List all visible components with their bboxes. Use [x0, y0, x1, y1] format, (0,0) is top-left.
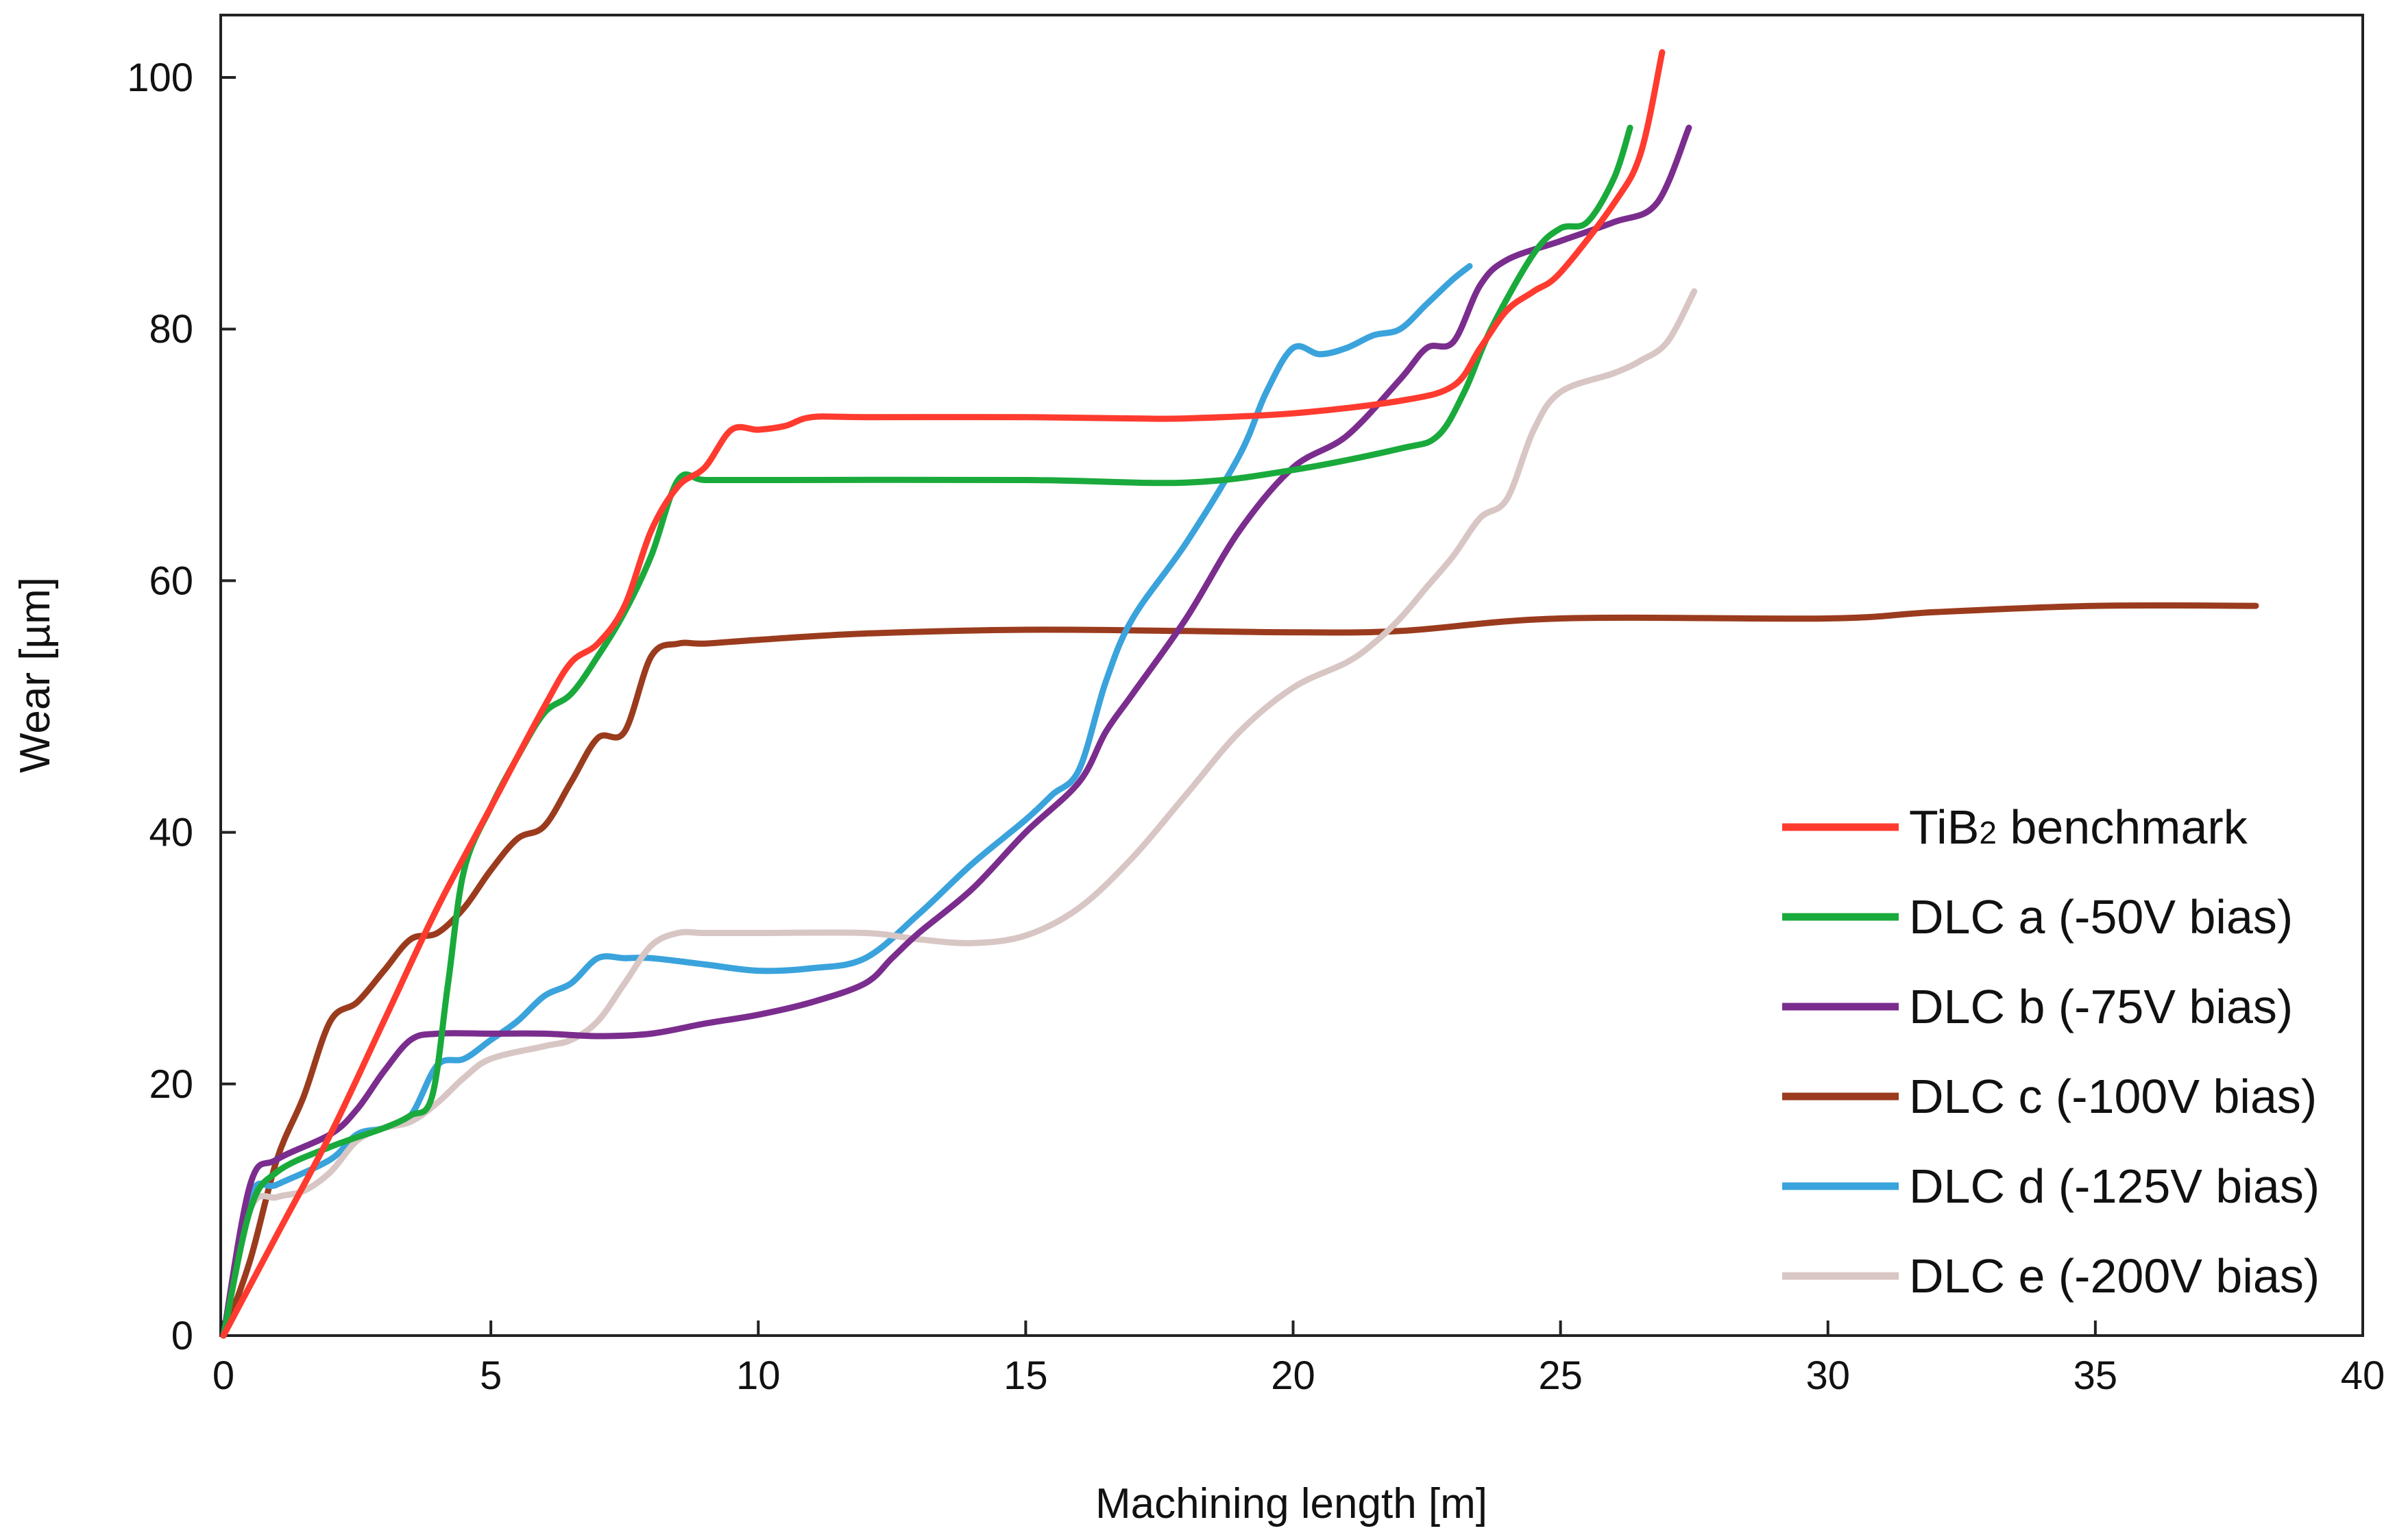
series-line-0	[220, 49, 1666, 1339]
y-tick-label: 100	[127, 56, 193, 100]
x-tick-label: 40	[2341, 1353, 2385, 1398]
y-tick-label: 0	[171, 1314, 193, 1358]
x-tick-label: 5	[480, 1353, 502, 1398]
x-tick-label: 35	[2073, 1353, 2118, 1398]
legend-label: DLC c (-100V bias)	[1909, 1070, 2317, 1123]
legend-label: DLC e (-200V bias)	[1909, 1249, 2320, 1303]
y-tick-label: 60	[149, 558, 193, 603]
x-tick-label: 0	[212, 1353, 234, 1398]
x-tick-label: 10	[736, 1353, 781, 1398]
y-tick-label: 20	[149, 1062, 193, 1107]
legend-label: DLC d (-125V bias)	[1909, 1159, 2320, 1213]
x-axis: 0 5 10 15 20 25 30 35 40	[212, 1321, 2385, 1398]
legend-label: TiB2 benchmark	[1909, 800, 2248, 854]
y-tick-label: 40	[149, 811, 193, 855]
x-tick-label: 20	[1271, 1353, 1315, 1398]
y-axis: 0 20 40 60 80 100	[127, 56, 236, 1358]
x-tick-label: 30	[1805, 1353, 1850, 1398]
y-axis-title: Wear [µm]	[12, 577, 59, 773]
series-line-3	[220, 602, 2259, 1339]
y-tick-label: 80	[149, 307, 193, 352]
x-tick-label: 25	[1538, 1353, 1583, 1398]
plot-frame	[219, 14, 2364, 1337]
legend-label: DLC b (-75V bias)	[1909, 980, 2293, 1033]
x-axis-title: Machining length [m]	[1095, 1480, 1487, 1527]
legend-label: DLC a (-50V bias)	[1909, 890, 2293, 944]
legend: TiB2 benchmark DLC a (-50V bias) DLC b (-7…	[1782, 800, 2320, 1303]
series-line-2	[220, 124, 1692, 1339]
series-lines	[220, 49, 2259, 1339]
series-line-5	[220, 288, 1698, 1339]
series-line-4	[220, 262, 1473, 1339]
x-tick-label: 15	[1004, 1353, 1048, 1398]
